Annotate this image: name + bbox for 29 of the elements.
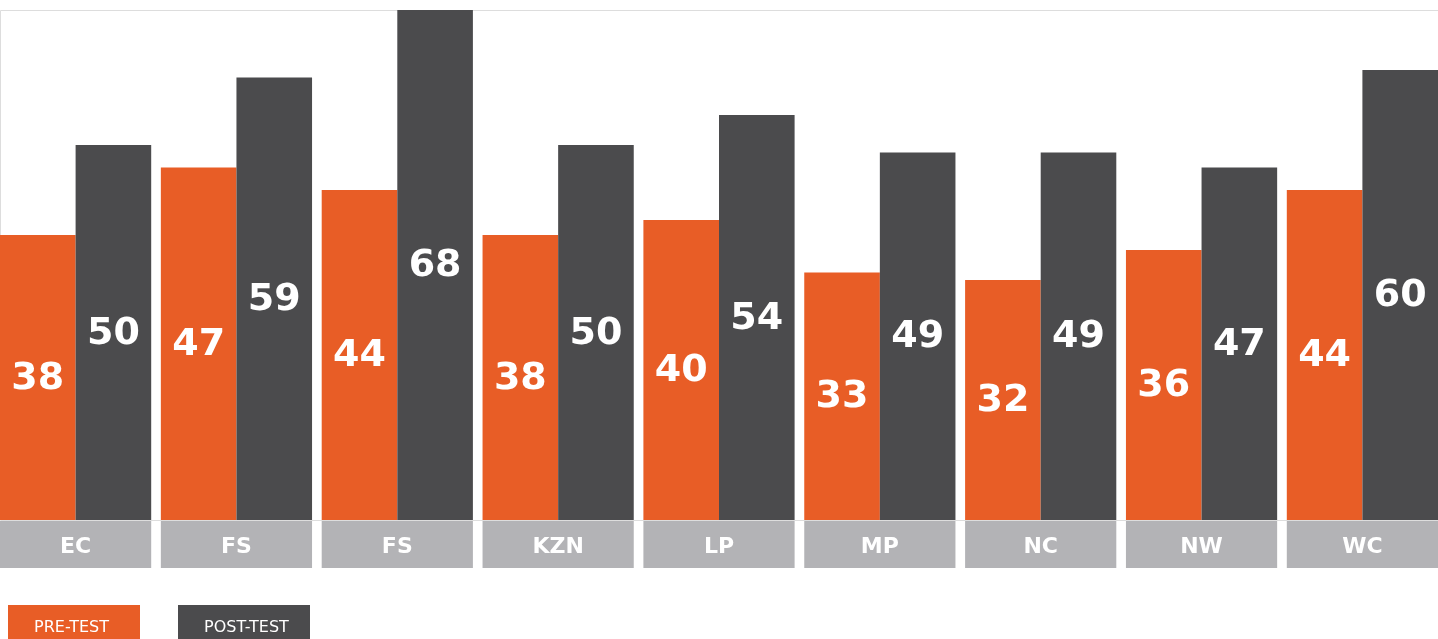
data-label: 59	[247, 274, 301, 319]
x-tick-label: FS	[381, 533, 413, 558]
data-label: 47	[1212, 319, 1266, 364]
text: PRE-TEST	[34, 617, 110, 636]
x-tick-label: LP	[703, 533, 735, 558]
x-tick-label: NC	[1023, 533, 1058, 558]
data-label: 47	[172, 319, 226, 364]
data-label: 33	[815, 372, 869, 417]
data-label: 54	[730, 293, 784, 338]
data-label: 68	[408, 241, 462, 285]
data-label: 38	[493, 353, 547, 398]
x-tick-label: FS	[221, 533, 252, 558]
data-label: 50	[569, 308, 623, 353]
data-label: 60	[1373, 271, 1427, 315]
text: POST-TEST	[204, 617, 290, 636]
x-tick-label: MP	[860, 533, 899, 558]
data-label: 50	[86, 308, 140, 353]
data-label: 40	[654, 346, 708, 390]
x-tick-label: KZN	[532, 533, 584, 558]
data-label: 38	[11, 353, 65, 398]
x-tick-label: WC	[1342, 533, 1383, 558]
data-label: 49	[1052, 312, 1105, 357]
data-label: 36	[1137, 361, 1191, 405]
x-tick-label: EC	[60, 533, 92, 558]
data-label: 44	[333, 331, 386, 375]
data-label: 44	[1298, 331, 1352, 375]
data-label: 49	[891, 312, 945, 357]
x-tick-label: NW	[1180, 533, 1223, 558]
data-label: 32	[976, 376, 1030, 420]
